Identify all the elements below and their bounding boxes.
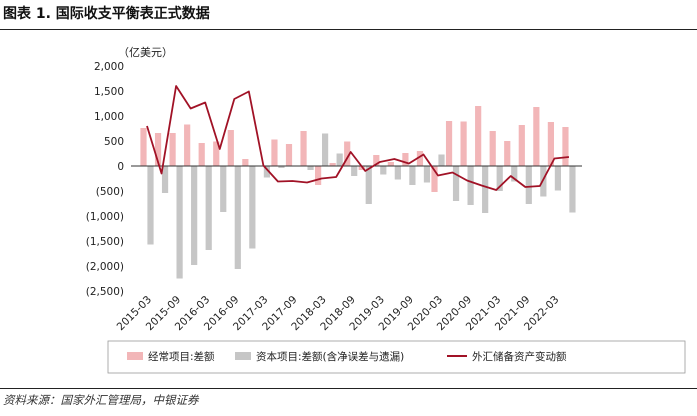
source-note: 资料来源：国家外汇管理局，中银证券 <box>3 393 199 407</box>
current-account-bar <box>242 159 249 166</box>
current-account-bar <box>416 151 424 166</box>
legend-box <box>107 340 686 374</box>
legend-swatch-capital-account <box>235 352 251 360</box>
current-account-bar <box>475 106 482 166</box>
capital-account-bar <box>511 166 518 182</box>
current-account-bar <box>460 121 467 166</box>
current-account-bar <box>227 130 234 166</box>
capital-account-bar <box>249 166 256 249</box>
y-tick-label: 0 <box>117 161 124 173</box>
legend-swatch-current-account <box>127 352 143 360</box>
capital-account-bar <box>263 166 270 178</box>
reserve-change-line <box>146 85 570 191</box>
capital-account-bar <box>307 166 314 170</box>
current-account-bar <box>271 139 278 166</box>
current-account-bar <box>504 141 511 166</box>
capital-account-bar <box>161 166 169 193</box>
current-account-bar <box>402 153 409 166</box>
y-axis-ticks: 2,000 1,500 1,000 500 0 (500) (1,000) (1,500) (2… <box>86 61 124 298</box>
capital-account-bar <box>569 166 576 213</box>
capital-account-bar <box>525 166 532 204</box>
capital-account-bar <box>147 166 154 245</box>
current-account-bar <box>431 166 438 192</box>
current-account-bar <box>344 141 351 166</box>
current-account-bar <box>562 127 569 166</box>
y-axis-unit-label: （亿美元） <box>118 46 173 59</box>
capital-account-bar <box>438 154 445 166</box>
x-axis-ticks: 2015-032015-092016-032016-092017-032017-… <box>115 294 562 334</box>
y-tick-label: (2,500) <box>86 286 124 298</box>
y-tick-label: (1,000) <box>86 211 124 223</box>
capital-account-bar <box>394 166 401 180</box>
capital-account-bar <box>380 166 387 175</box>
current-account-bar <box>285 144 293 166</box>
capital-account-bar <box>205 166 212 250</box>
capital-account-bar <box>278 166 285 168</box>
y-tick-label: 1,000 <box>94 111 124 123</box>
current-account-bar <box>358 166 365 170</box>
capital-account-bar <box>467 166 474 205</box>
current-account-bar <box>373 155 380 166</box>
capital-account-bar <box>351 166 358 176</box>
y-tick-label: (2,000) <box>86 261 124 273</box>
legend-label-reserve-change: 外汇储备资产变动额 <box>472 350 567 363</box>
capital-account-bar <box>191 166 198 265</box>
capital-account-bar <box>423 166 431 183</box>
current-account-bar <box>169 133 176 166</box>
current-account-bar <box>533 107 540 166</box>
capital-account-bar <box>554 166 561 191</box>
legend-label-capital-account: 资本项目:差额(含净误差与遗漏) <box>256 350 404 363</box>
current-account-bar <box>154 133 162 166</box>
y-tick-label: 1,500 <box>94 86 124 98</box>
current-account-bar <box>184 124 191 166</box>
capital-account-bar <box>336 153 343 166</box>
current-account-bar <box>140 128 147 166</box>
capital-account-bar <box>452 166 460 201</box>
current-account-bar <box>489 131 496 166</box>
y-tick-label: (500) <box>96 186 124 198</box>
legend-label-current-account: 经常项目:差额 <box>148 350 215 363</box>
capital-account-bar <box>322 133 329 166</box>
legend: 经常项目:差额 资本项目:差额(含净误差与遗漏) 外汇储备资产变动额 <box>107 340 686 374</box>
bottom-rule <box>0 388 697 389</box>
reserve-change-series-line <box>146 85 570 191</box>
chart: （亿美元） 2,000 1,500 1,000 500 0 (500) (1,000) (1,… <box>86 46 686 374</box>
current-account-bar <box>518 125 525 166</box>
current-account-bar <box>329 163 336 166</box>
current-account-bar <box>445 121 453 166</box>
current-account-bar <box>300 131 307 166</box>
current-account-bar <box>315 166 322 185</box>
current-account-bar <box>213 141 220 166</box>
figure-title: 图表 1. 国际收支平衡表正式数据 <box>3 6 210 22</box>
capital-account-bar <box>365 166 372 204</box>
capital-account-bar <box>220 166 227 212</box>
title-rule <box>0 29 697 30</box>
current-account-bar <box>198 143 205 166</box>
capital-account-bar <box>176 166 183 279</box>
capital-account-bar <box>496 166 503 191</box>
bars <box>140 106 576 279</box>
capital-account-bar <box>482 166 489 213</box>
y-tick-label: (1,500) <box>86 236 124 248</box>
current-account-bar <box>387 162 394 166</box>
capital-account-bar <box>234 166 241 269</box>
y-tick-label: 2,000 <box>94 61 124 73</box>
y-tick-label: 500 <box>104 136 124 148</box>
current-account-bar <box>547 122 554 166</box>
capital-account-bar <box>409 166 416 185</box>
